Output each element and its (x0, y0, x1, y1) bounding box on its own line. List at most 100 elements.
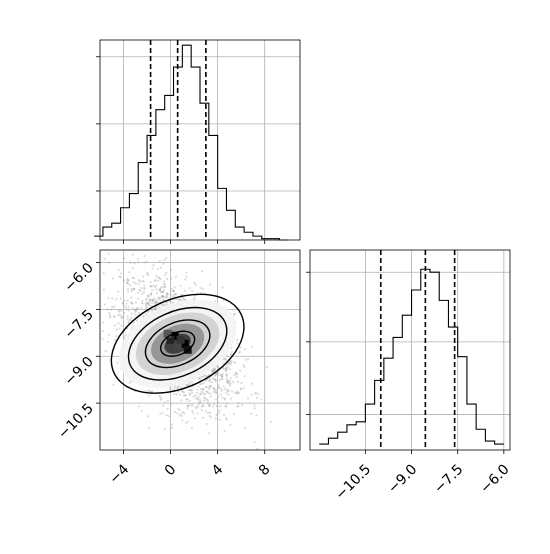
scatter-point (178, 298, 181, 301)
scatter-point (185, 271, 188, 274)
scatter-point (199, 387, 203, 391)
histogram-bar (235, 227, 244, 240)
scatter-point (95, 293, 97, 295)
scatter-point (126, 287, 130, 290)
scatter-point (220, 377, 223, 381)
scatter-point (213, 374, 217, 378)
scatter-point (199, 393, 202, 396)
scatter-point (81, 231, 83, 233)
scatter-point (215, 405, 219, 408)
scatter-point (153, 279, 156, 282)
scatter-point (162, 289, 166, 292)
scatter-point (137, 405, 141, 408)
scatter-point (184, 289, 187, 292)
y-tick-label: −10.5 (55, 401, 97, 443)
scatter-point (176, 412, 179, 415)
scatter-point (116, 361, 119, 364)
histogram-bar (356, 422, 365, 450)
scatter-point (215, 398, 218, 401)
scatter-point (225, 373, 228, 376)
scatter-point (217, 366, 220, 369)
scatter-point (226, 363, 229, 366)
scatter-point (211, 371, 214, 374)
scatter-point (107, 333, 111, 336)
scatter-point (132, 321, 136, 324)
scatter-point (127, 282, 130, 285)
scatter-point (138, 312, 141, 315)
scatter-point (217, 411, 221, 415)
scatter-point (230, 350, 234, 354)
scatter-point (162, 303, 165, 306)
scatter-point (147, 394, 150, 398)
scatter-point (145, 305, 148, 309)
scatter-point (206, 400, 210, 403)
joint-density-panel: −4 0 4 8 −6.0 −7.5 −9.0 −10.5 (55, 231, 301, 487)
scatter-point (218, 405, 222, 408)
scatter-point (117, 268, 120, 272)
scatter-point (159, 287, 162, 291)
scatter-point (222, 384, 225, 388)
scatter-point (122, 257, 126, 260)
histogram-bar (458, 357, 467, 450)
scatter-point (219, 393, 222, 396)
histogram-bar (147, 135, 156, 240)
scatter-point (190, 389, 193, 392)
scatter-point (208, 283, 212, 286)
scatter-point (131, 287, 135, 291)
scatter-point (129, 317, 132, 320)
scatter-point (78, 257, 80, 259)
scatter-point (194, 397, 197, 400)
scatter-point (222, 299, 225, 302)
histogram-bar (226, 210, 235, 240)
scatter-point (195, 405, 199, 408)
scatter-point (215, 391, 218, 395)
scatter-point (191, 381, 194, 384)
scatter-point (146, 273, 150, 276)
scatter-point (153, 301, 157, 305)
scatter-point (132, 306, 135, 310)
scatter-point (117, 322, 120, 325)
scatter-point (225, 402, 228, 405)
scatter-point (153, 308, 157, 311)
scatter-point (223, 397, 226, 400)
scatter-point (161, 285, 164, 288)
scatter-point (178, 393, 182, 396)
scatter-point (217, 395, 220, 399)
histogram-bar (156, 110, 165, 240)
scatter-point (179, 284, 182, 287)
scatter-point (213, 377, 217, 381)
scatter-point (236, 338, 239, 341)
scatter-point (208, 378, 212, 381)
scatter-point (169, 268, 173, 271)
scatter-point (124, 333, 127, 336)
scatter-point (150, 285, 153, 288)
scatter-point (162, 299, 165, 302)
scatter-point (125, 302, 128, 305)
scatter-point (155, 274, 158, 278)
scatter-point (228, 382, 231, 385)
scatter-point (220, 388, 223, 391)
scatter-point (117, 309, 121, 312)
scatter-point (254, 392, 257, 395)
y-tick-label: −6.0 (61, 260, 96, 295)
scatter-point (227, 390, 230, 393)
scatter-point (140, 409, 143, 413)
scatter-point (151, 299, 154, 302)
scatter-point (101, 337, 104, 341)
scatter-point (243, 348, 247, 351)
x-tick-label: 4 (209, 461, 227, 479)
scatter-point (123, 299, 126, 303)
scatter-point (182, 390, 185, 393)
scatter-point (149, 390, 152, 393)
scatter-point (218, 386, 221, 389)
scatter-point (152, 264, 155, 267)
scatter-point (131, 301, 134, 305)
scatter-point (107, 297, 110, 300)
scatter-point (222, 413, 226, 417)
scatter-point (104, 349, 107, 353)
histogram-bar (476, 429, 485, 450)
scatter-point (145, 271, 149, 275)
scatter-point (224, 357, 227, 361)
scatter-point (113, 305, 116, 308)
scatter-point (166, 277, 169, 280)
